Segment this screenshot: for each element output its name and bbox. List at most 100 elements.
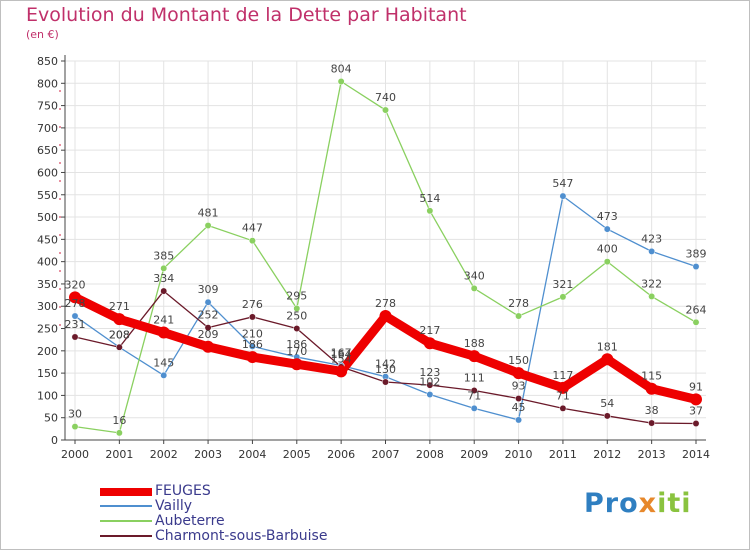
data-point-feuges xyxy=(556,381,569,394)
data-point-feuges xyxy=(379,310,392,323)
y-tick-label: 650 xyxy=(37,144,58,157)
y-tick-label: 750 xyxy=(37,100,58,113)
data-label-vailly: 145 xyxy=(153,356,174,369)
y-tick-label: 700 xyxy=(37,122,58,135)
y-tick-label: 800 xyxy=(37,77,58,90)
data-point-feuges xyxy=(601,353,614,366)
data-point-vailly xyxy=(559,192,567,200)
y-tick-label: 100 xyxy=(37,389,58,402)
chart-subtitle: (en €) xyxy=(26,28,59,41)
data-label-aubeterre: 804 xyxy=(331,63,352,76)
grid xyxy=(65,60,706,441)
x-tick-label: 2012 xyxy=(593,448,621,461)
data-point-aubeterre xyxy=(559,293,567,301)
data-point-feuges xyxy=(423,337,436,350)
y-tick-label: 350 xyxy=(37,278,58,291)
data-point-charmont-sous-barbuise xyxy=(426,381,434,389)
data-point-aubeterre xyxy=(470,284,478,292)
x-tick-label: 2001 xyxy=(105,448,133,461)
data-point-vailly xyxy=(515,416,523,424)
data-label-aubeterre: 321 xyxy=(552,278,573,291)
data-label-aubeterre: 295 xyxy=(286,289,307,302)
data-point-vailly xyxy=(603,225,611,233)
data-label-charmont-sous-barbuise: 130 xyxy=(375,363,396,376)
data-point-aubeterre xyxy=(115,429,123,437)
y-tick-label: 500 xyxy=(37,211,58,224)
legend-swatch-charmont xyxy=(100,535,152,537)
data-point-aubeterre xyxy=(648,292,656,300)
y-tick-label: 50 xyxy=(44,412,58,425)
data-point-charmont-sous-barbuise xyxy=(603,412,611,420)
y-tick-label: 850 xyxy=(37,55,58,68)
data-label-vailly: 45 xyxy=(512,401,526,414)
data-label-charmont-sous-barbuise: 276 xyxy=(242,298,263,311)
data-point-vailly xyxy=(248,342,256,350)
data-point-charmont-sous-barbuise xyxy=(248,313,256,321)
data-label-aubeterre: 278 xyxy=(508,297,529,310)
data-point-aubeterre xyxy=(603,258,611,266)
data-label-charmont-sous-barbuise: 334 xyxy=(153,272,174,285)
data-point-aubeterre xyxy=(293,305,301,312)
data-point-feuges xyxy=(290,358,303,371)
data-label-charmont-sous-barbuise: 164 xyxy=(331,348,352,361)
data-point-vailly xyxy=(204,298,212,306)
data-point-aubeterre xyxy=(515,312,523,320)
data-point-charmont-sous-barbuise xyxy=(515,395,523,402)
data-label-vailly: 186 xyxy=(286,338,307,351)
x-tick-label: 2008 xyxy=(416,448,444,461)
data-label-feuges: 217 xyxy=(419,324,440,337)
y-tick-label: 250 xyxy=(37,323,58,336)
data-point-charmont-sous-barbuise xyxy=(648,419,656,427)
x-tick-label: 2006 xyxy=(327,448,355,461)
legend-swatch-aubeterre xyxy=(100,520,152,522)
data-label-vailly: 547 xyxy=(552,177,573,190)
data-point-charmont-sous-barbuise xyxy=(470,387,478,394)
data-label-feuges: 115 xyxy=(641,370,662,383)
chart-title: Evolution du Montant de la Dette par Hab… xyxy=(26,4,467,26)
data-point-charmont-sous-barbuise xyxy=(692,420,700,427)
data-label-feuges: 170 xyxy=(286,345,307,358)
y-tick-label: 150 xyxy=(37,367,58,380)
data-label-charmont-sous-barbuise: 93 xyxy=(512,380,526,393)
y-tick-label: 300 xyxy=(37,300,58,313)
data-label-charmont-sous-barbuise: 37 xyxy=(689,405,703,418)
data-point-feuges xyxy=(113,313,126,326)
data-point-vailly xyxy=(692,263,700,271)
data-point-aubeterre xyxy=(337,78,345,85)
data-label-feuges: 154 xyxy=(331,352,352,365)
data-point-feuges xyxy=(157,326,170,339)
x-tick-label: 2007 xyxy=(372,448,400,461)
data-label-feuges: 117 xyxy=(552,369,573,382)
data-label-vailly: 210 xyxy=(242,327,263,340)
data-point-aubeterre xyxy=(160,264,168,272)
data-label-charmont-sous-barbuise: 252 xyxy=(198,309,219,322)
data-point-charmont-sous-barbuise xyxy=(71,333,79,341)
legend-item-aubeterre: Aubeterre xyxy=(100,513,360,529)
x-tick-label: 2011 xyxy=(549,448,577,461)
x-tick-label: 2004 xyxy=(238,448,266,461)
data-point-aubeterre xyxy=(382,106,389,114)
x-tick-label: 2002 xyxy=(150,448,178,461)
data-label-vailly: 309 xyxy=(198,283,219,296)
data-point-aubeterre xyxy=(71,423,79,431)
legend: FEUGES Vailly Aubeterre Charmont-sous-Ba… xyxy=(100,483,360,544)
data-point-feuges xyxy=(512,367,525,380)
data-label-vailly: 389 xyxy=(686,248,707,261)
legend-label-vailly: Vailly xyxy=(155,498,193,514)
x-tick-label: 2000 xyxy=(61,448,89,461)
data-point-charmont-sous-barbuise xyxy=(382,378,389,386)
x-tick-label: 2014 xyxy=(682,448,710,461)
legend-label-aubeterre: Aubeterre xyxy=(155,513,225,529)
data-label-feuges: 150 xyxy=(508,354,529,367)
data-label-vailly: 208 xyxy=(109,328,130,341)
x-tick-label: 2010 xyxy=(505,448,533,461)
data-point-feuges xyxy=(468,350,481,363)
data-point-feuges xyxy=(335,365,348,378)
data-label-vailly: 71 xyxy=(467,389,481,402)
data-label-charmont-sous-barbuise: 71 xyxy=(556,389,570,402)
data-point-feuges xyxy=(69,291,81,304)
data-label-aubeterre: 340 xyxy=(464,269,485,282)
data-label-feuges: 278 xyxy=(375,297,396,310)
data-point-aubeterre xyxy=(248,237,256,245)
